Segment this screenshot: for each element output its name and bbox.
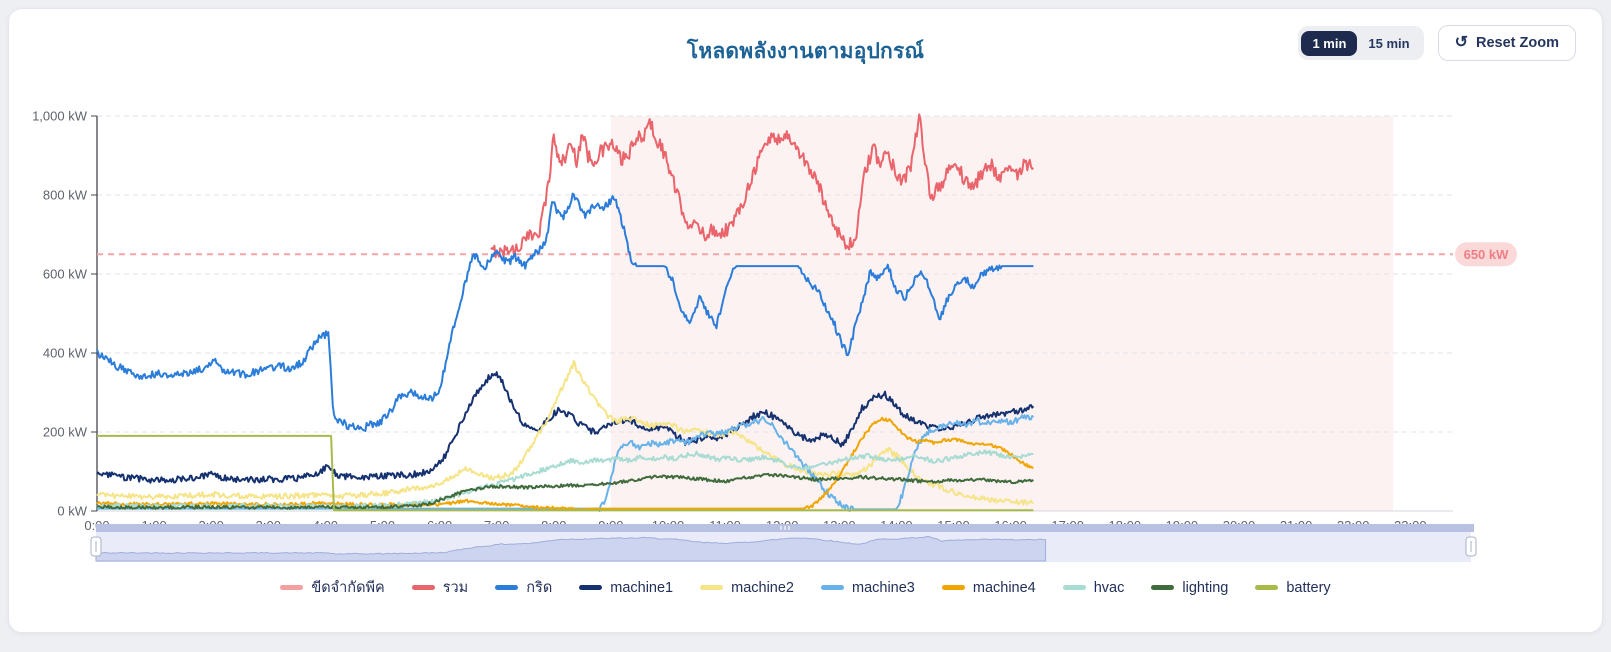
legend-swatch-machine1: [579, 585, 603, 590]
legend-swatch-lighting: [1151, 585, 1175, 590]
y-axis-label: 200 kW: [43, 425, 88, 440]
chart-legend: ขีดจำกัดพีค รวม กริด machine1 machine2 machin…: [9, 576, 1602, 599]
page-title: โหลดพลังงานตามอุปกรณ์: [686, 40, 925, 63]
y-axis-label: 0 kW: [57, 504, 87, 519]
peak-limit-badge: [1455, 242, 1517, 267]
legend-item-machine1[interactable]: machine1: [579, 580, 673, 596]
chart-controls: 1 min 15 min ↺ Reset Zoom: [1298, 25, 1576, 61]
legend-item-hvac[interactable]: hvac: [1062, 579, 1125, 596]
legend-label-machine2: machine2: [731, 579, 794, 596]
legend-label-grid: กริด: [526, 580, 553, 596]
legend-item-machine4[interactable]: machine4: [941, 579, 1036, 596]
legend-swatch-machine4: [941, 585, 965, 590]
legend-label-hvac: hvac: [1093, 579, 1125, 596]
legend-label-lighting: lighting: [1182, 579, 1229, 596]
series-machine1-line: [96, 371, 1035, 484]
legend-label-machine1: machine1: [610, 579, 674, 596]
legend-item-total[interactable]: รวม: [411, 576, 469, 599]
legend-swatch-limit: [280, 585, 304, 590]
series-battery-line: [97, 434, 1034, 512]
legend-label-machine4: machine4: [972, 579, 1036, 596]
legend-swatch-grid: [495, 585, 519, 590]
series-lighting-line: [96, 472, 1034, 510]
y-axis-label: 600 kW: [43, 267, 88, 282]
peak-limit-label: 650 kW: [1464, 247, 1510, 262]
navigator-area[interactable]: [95, 535, 1047, 562]
interval-1min-button[interactable]: 1 min: [1301, 30, 1358, 56]
reset-zoom-label: Reset Zoom: [1476, 35, 1559, 51]
y-axis-label: 800 kW: [43, 188, 88, 203]
chart-card: โหลดพลังงานตามอุปกรณ์ 1 min 15 min ↺ Res…: [8, 8, 1603, 633]
y-axis-label: 400 kW: [43, 346, 88, 361]
legend-item-limit[interactable]: ขีดจำกัดพีค: [280, 576, 385, 599]
reset-zoom-icon: ↺: [1454, 34, 1468, 51]
legend-item-grid[interactable]: กริด: [495, 576, 552, 599]
legend-swatch-battery: [1255, 585, 1279, 590]
interval-15min-button[interactable]: 15 min: [1357, 31, 1420, 56]
interval-toggle: 1 min 15 min: [1298, 26, 1424, 60]
plot-area[interactable]: [97, 116, 1453, 511]
legend-item-lighting[interactable]: lighting: [1151, 580, 1228, 596]
series-grid-line: [96, 192, 1034, 432]
legend-item-battery[interactable]: battery: [1255, 579, 1331, 596]
legend-label-machine3: machine3: [851, 579, 915, 596]
series-machine4-line: [96, 416, 1034, 512]
legend-label-limit: ขีดจำกัดพีค: [311, 580, 385, 596]
y-axis-label: 1,000 kW: [32, 109, 88, 124]
legend-item-machine2[interactable]: machine2: [700, 580, 794, 596]
legend-swatch-machine3: [820, 585, 844, 590]
legend-label-total: รวม: [442, 580, 469, 596]
legend-item-machine3[interactable]: machine3: [820, 579, 915, 596]
reset-zoom-button[interactable]: ↺ Reset Zoom: [1437, 25, 1576, 61]
legend-swatch-total: [411, 585, 435, 590]
legend-swatch-hvac: [1062, 585, 1086, 590]
peak-period-band: [610, 116, 1394, 511]
series-total-line: [490, 113, 1034, 259]
legend-swatch-machine2: [700, 585, 724, 590]
legend-label-battery: battery: [1286, 579, 1331, 596]
